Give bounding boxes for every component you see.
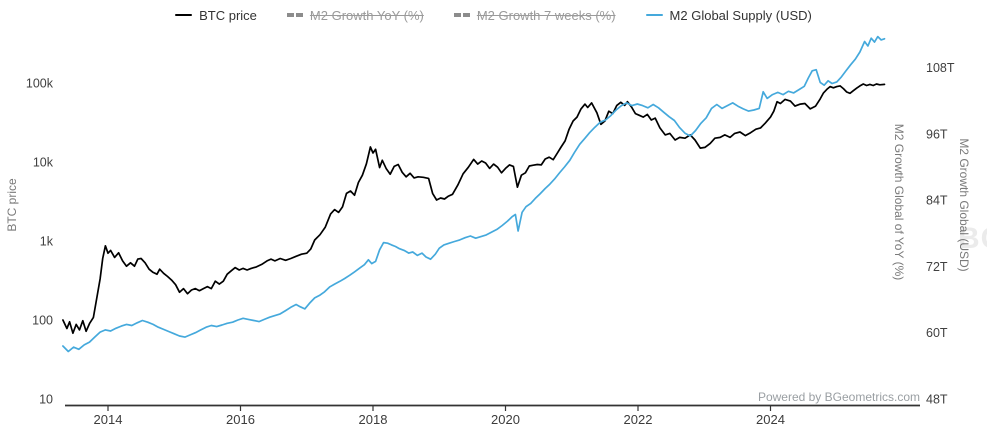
right-tick-label: 60T (926, 326, 948, 340)
right-tick-label: 48T (926, 393, 948, 407)
left-tick-label: 100k (26, 77, 54, 91)
right-axis-yoy-title: M2 Growth Global of YoY (%) (892, 123, 906, 281)
left-axis-title: BTC price (5, 178, 19, 232)
legend: BTC price M2 Growth YoY (%) M2 Growth 7 we… (0, 5, 987, 25)
legend-marker-icon (645, 14, 663, 16)
legend-item-2[interactable]: M2 Growth 7 weeks (%) (453, 7, 616, 23)
legend-item-1[interactable]: M2 Growth YoY (%) (286, 7, 424, 23)
right-tick-label: 72T (926, 260, 948, 274)
legend-item-label: M2 Global Supply (USD) (669, 7, 812, 23)
right-tick-label: 96T (926, 127, 948, 141)
x-tick-label: 2020 (491, 412, 520, 427)
legend-marker-icon (453, 13, 470, 17)
left-tick-label: 1k (40, 235, 54, 249)
x-tick-label: 2016 (226, 412, 255, 427)
legend-marker-icon (286, 13, 303, 17)
x-tick-label: 2014 (94, 412, 123, 427)
x-tick-label: 2024 (756, 412, 785, 427)
legend-marker-icon (175, 14, 193, 16)
series-line-btc-price (62, 83, 886, 335)
left-tick-label: 100 (32, 314, 53, 328)
right-tick-label: 108T (926, 61, 955, 75)
watermark: BG (958, 222, 987, 255)
left-tick-label: 10 (39, 393, 53, 407)
legend-item-label: M2 Growth 7 weeks (%) (476, 7, 616, 23)
series-line-m2-global-supply-usd- (62, 35, 886, 353)
right-axis-usd-title: M2 Growth Global (USD) (957, 138, 971, 272)
legend-item-label: BTC price (199, 7, 257, 23)
x-tick-label: 2022 (624, 412, 653, 427)
legend-item-label: M2 Growth YoY (%) (309, 7, 424, 23)
powered-by-link[interactable]: Powered by BGeometrics.com (757, 390, 920, 404)
x-tick-label: 2018 (359, 412, 388, 427)
legend-item-3[interactable]: M2 Global Supply (USD) (645, 7, 812, 23)
left-tick-label: 10k (33, 156, 54, 170)
right-tick-label: 84T (926, 194, 948, 208)
legend-item-0[interactable]: BTC price (175, 8, 257, 23)
